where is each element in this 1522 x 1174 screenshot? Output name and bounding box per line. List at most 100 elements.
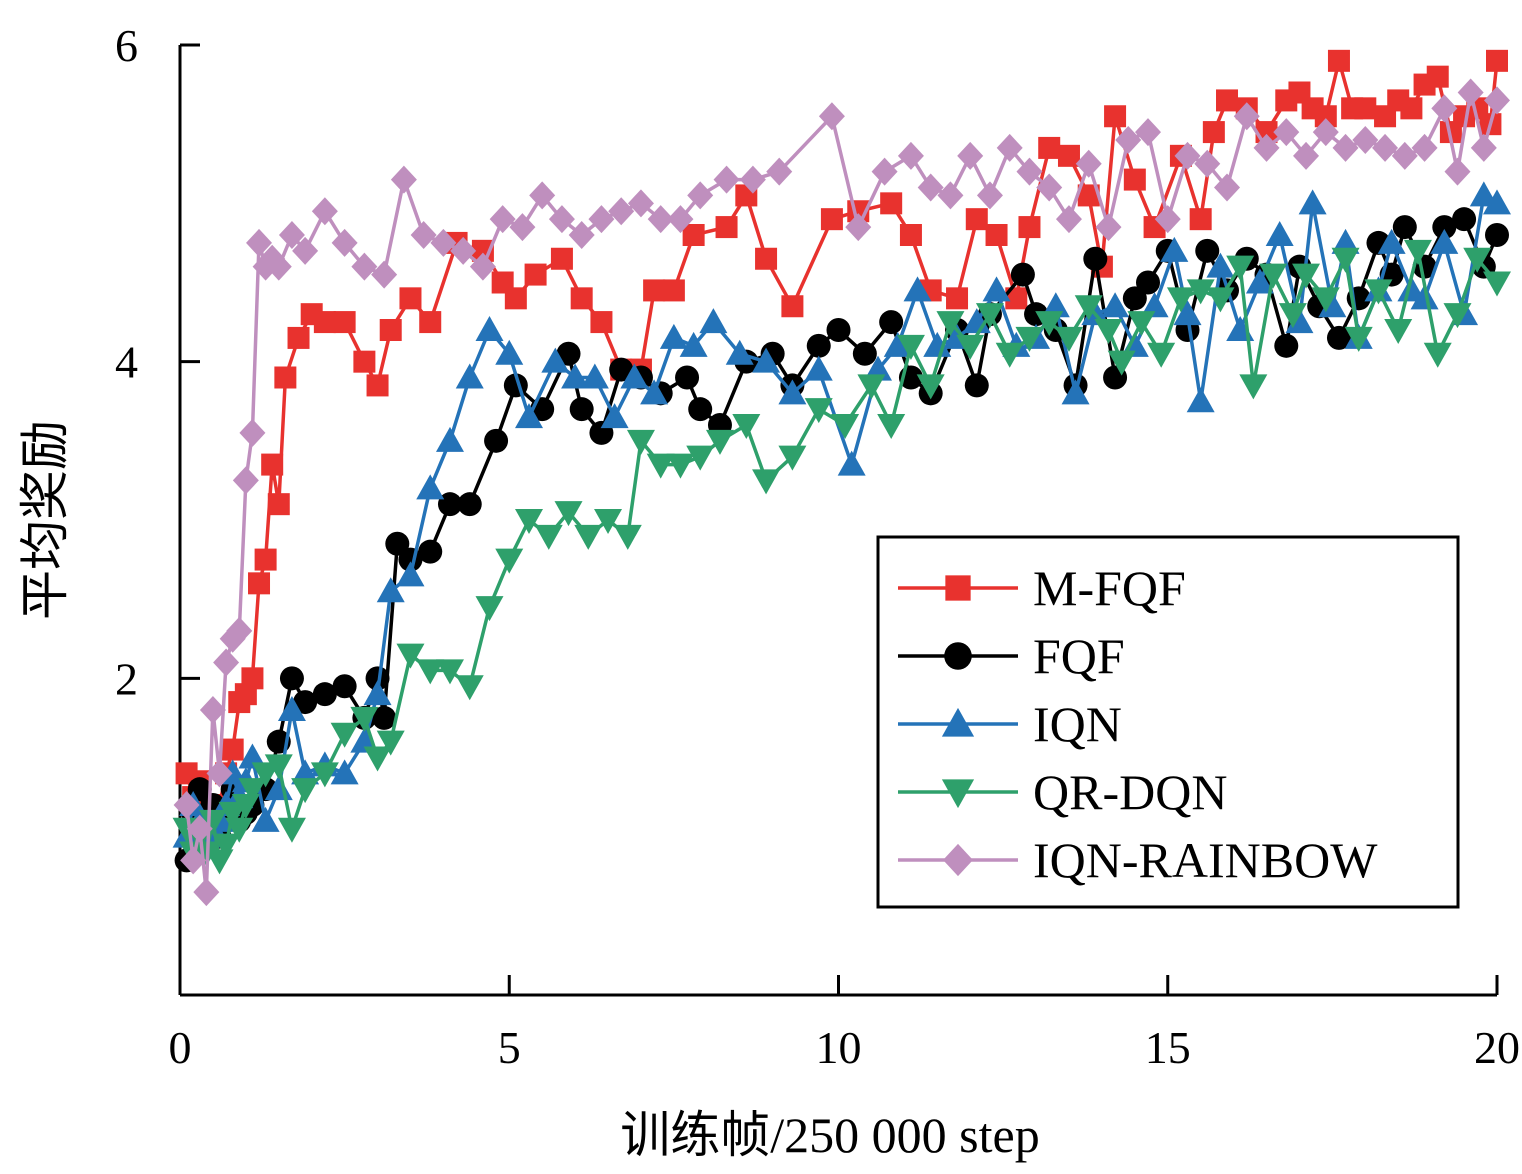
data-point-qr-dqn [1292,263,1321,289]
data-point-iqn [277,696,306,721]
data-point-m-fqf [1400,97,1423,120]
data-point-qr-dqn [975,303,1004,329]
data-point-qr-dqn [1166,287,1195,313]
data-point-iqn-rainbow [568,221,595,249]
data-point-iqn-rainbow [1174,141,1201,170]
data-point-qr-dqn [1403,239,1432,265]
data-point-qr-dqn [238,778,267,804]
data-point-qr-dqn [1443,303,1472,329]
data-point-iqn [1206,252,1235,278]
x-tick-label: 5 [498,1022,521,1073]
x-tick-label: 20 [1474,1022,1520,1073]
data-point-iqn [376,577,405,603]
data-point-m-fqf [353,350,376,373]
data-point-iqn-rainbow [1293,141,1320,170]
data-point-m-fqf [550,247,573,270]
data-point-m-fqf [287,326,310,349]
legend-marker [941,707,975,737]
data-point-fqf [879,310,904,335]
data-point-iqn-rainbow [1233,102,1260,131]
legend-item-iqn: IQN [898,696,1122,752]
data-point-iqn [291,759,320,785]
data-point-m-fqf [366,374,389,397]
data-point-iqn [1061,379,1090,405]
data-point-iqn-rainbow [1095,213,1122,242]
data-point-fqf [293,690,318,715]
data-point-iqn-rainbow [1214,173,1241,202]
x-axis-title: 训练帧/250 000 step [620,1107,1039,1163]
legend: M-FQF FQF IQN QR-DQN IQN-RAINBOW [876,535,1460,909]
data-point-iqn-rainbow [265,252,292,281]
data-point-qr-dqn [1463,247,1492,273]
data-point-m-fqf [1314,105,1337,128]
y-axis-title: 平均奖励 [17,420,73,620]
data-point-iqn [435,426,464,452]
data-point-fqf [556,341,581,366]
data-point-iqn-rainbow [232,466,259,495]
data-point-iqn-rainbow [667,205,694,234]
data-point-qr-dqn [1278,303,1307,329]
data-point-qr-dqn [1344,326,1373,352]
data-point-qr-dqn [1384,319,1413,344]
data-point-iqn-rainbow [173,791,200,819]
data-point-qr-dqn [916,374,945,400]
data-point-fqf [484,428,509,453]
data-point-fqf [1392,215,1417,240]
data-point-iqn [363,680,392,706]
data-point-qr-dqn [277,817,306,843]
data-point-qr-dqn [613,524,642,550]
data-point-qr-dqn [626,429,655,455]
data-point-m-fqf [1018,216,1041,239]
data-point-m-fqf [781,295,804,318]
data-point-iqn-rainbow [818,102,845,131]
data-point-m-fqf [662,279,685,302]
data-point-qr-dqn [198,809,227,835]
data-point-qr-dqn [1147,342,1176,368]
data-point-m-fqf [419,311,442,334]
data-point-iqn-rainbow [1253,133,1280,162]
data-point-qr-dqn [475,596,504,622]
data-point-iqn-rainbow [1352,126,1379,154]
data-point-qr-dqn [804,398,833,424]
series-qr-dqn [172,239,1511,875]
legend-marker [944,642,972,670]
data-point-iqn-rainbow [1431,94,1458,123]
data-point-m-fqf [570,287,593,310]
data-point-m-fqf [899,224,922,246]
data-point-qr-dqn [350,706,379,732]
data-point-iqn-rainbow [331,228,358,257]
data-point-m-fqf [1189,208,1212,231]
data-point-qr-dqn [515,509,544,534]
data-point-iqn-rainbow [1194,149,1221,178]
data-point-fqf [418,539,443,564]
data-point-fqf [569,397,594,422]
data-point-iqn-rainbow [206,759,233,788]
data-point-qr-dqn [1074,295,1103,321]
data-point-m-fqf [1327,49,1350,72]
data-point-m-fqf [965,208,988,231]
data-point-qr-dqn [956,334,985,360]
data-point-qr-dqn [686,445,715,471]
data-point-qr-dqn [363,746,392,772]
data-point-fqf [1432,215,1457,240]
data-point-iqn-rainbow [371,260,398,289]
data-point-iqn-rainbow [1484,86,1510,115]
data-point-qr-dqn [1423,342,1452,368]
data-point-iqn [804,355,833,381]
data-point-m-fqf [820,208,843,231]
data-point-qr-dqn [225,817,254,843]
data-point-m-fqf [241,667,264,690]
data-point-iqn [982,276,1011,302]
data-point-iqn [1226,316,1255,341]
x-tick-label: 10 [816,1022,862,1073]
data-point-iqn-rainbow [766,157,793,186]
data-point-fqf [332,674,357,699]
legend-item-fqf: FQF [898,628,1125,684]
data-point-qr-dqn [936,311,965,337]
data-point-qr-dqn [1311,287,1340,313]
data-point-iqn-rainbow [1391,141,1418,170]
data-point-iqn-rainbow [1457,78,1484,107]
series-line-qr-dqn [184,249,1499,863]
data-point-iqn [495,339,524,365]
data-point-m-fqf [267,493,290,516]
